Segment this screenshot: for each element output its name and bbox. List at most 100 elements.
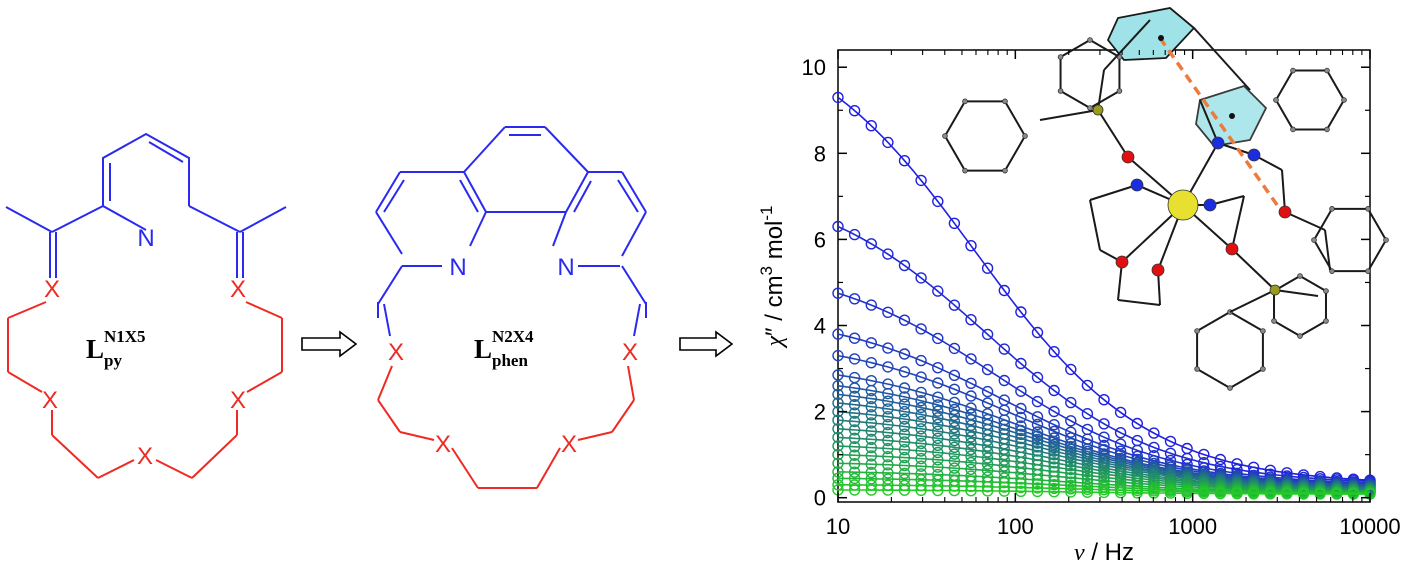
ligand2-x-atom: X [561, 431, 577, 458]
data-point [898, 366, 911, 378]
data-point [1247, 488, 1260, 500]
bond [1324, 229, 1331, 271]
data-point [915, 408, 927, 421]
metal-center-atom [1167, 189, 1199, 221]
data-point [1015, 402, 1027, 415]
data-point [898, 314, 911, 326]
ligand1-name-sup: N1X5 [104, 327, 146, 346]
data-point [832, 397, 844, 409]
data-point [965, 431, 977, 443]
data-point [832, 457, 844, 469]
data-point [981, 481, 994, 493]
data-point [1114, 473, 1127, 485]
data-point [882, 248, 894, 260]
data-point [932, 362, 944, 374]
ring-bond [1229, 368, 1264, 389]
data-point [981, 458, 994, 470]
data-point [1231, 488, 1243, 500]
data-point [1031, 395, 1044, 408]
ligand1-name-main: L [86, 334, 104, 364]
carbon-atom [1383, 237, 1389, 243]
carbon-atom [1260, 366, 1266, 372]
data-point [1148, 487, 1160, 499]
carbon-atom [1002, 167, 1008, 174]
data-point [1131, 417, 1144, 430]
data-point [1031, 433, 1044, 446]
data-point [915, 272, 927, 284]
data-point [998, 481, 1010, 493]
ring-bond [1196, 311, 1231, 332]
data-point [1048, 442, 1060, 454]
data-point [882, 403, 894, 415]
data-point [1048, 486, 1060, 498]
data-point [865, 425, 877, 437]
data-point [1264, 488, 1277, 500]
data-point [1114, 486, 1127, 499]
data-point [1065, 396, 1077, 409]
data-point [1065, 483, 1077, 495]
data-point [1031, 326, 1044, 339]
y-axis-label: χ″ / cm3 mol-1 [757, 206, 788, 349]
data-point [1065, 460, 1077, 472]
data-point [1214, 453, 1227, 466]
data-point [848, 399, 861, 411]
carbon-atom [1297, 333, 1303, 339]
carbon-atom [1365, 206, 1371, 212]
data-point [998, 485, 1010, 497]
data-point [1081, 466, 1094, 478]
data-point [915, 386, 927, 399]
ligand-py-structure: N X X X X X L N1X5 py [5, 132, 287, 479]
data-point [882, 459, 894, 471]
data-point [898, 382, 911, 394]
ring-bond [1004, 135, 1026, 172]
carbon-atom [1087, 37, 1093, 43]
data-point [1148, 427, 1160, 439]
data-point [1081, 480, 1094, 492]
ligand2-x-atom: X [435, 431, 451, 458]
ring-bond [1060, 90, 1091, 109]
data-point [832, 479, 844, 491]
ring-bond [944, 135, 966, 172]
data-point [1048, 384, 1060, 397]
data-point [1048, 475, 1060, 487]
data-point [1214, 487, 1227, 500]
data-point [1031, 482, 1044, 494]
centroid-point [1158, 35, 1164, 41]
carbon-atom [1271, 318, 1277, 324]
data-point [965, 402, 977, 414]
data-point [848, 407, 861, 419]
data-point [1098, 486, 1110, 499]
data-point [1164, 447, 1177, 459]
oxygen-atom [1151, 263, 1165, 277]
data-point [1015, 481, 1027, 494]
data-point [915, 452, 927, 465]
y-axis-prime: ″ [761, 327, 788, 336]
data-point [1048, 419, 1060, 431]
ligand2-x-atom: X [622, 339, 638, 366]
carbon-atom [1002, 98, 1008, 105]
crystal-structure-inset [942, 7, 1389, 391]
data-point [1297, 488, 1310, 500]
data-point [981, 262, 994, 274]
data-point [965, 463, 977, 475]
ligand1-x-atom: X [44, 276, 60, 303]
data-point [1164, 487, 1177, 499]
data-point [932, 332, 944, 345]
data-point [898, 473, 911, 486]
ring-bond [1367, 239, 1387, 272]
data-point [915, 468, 927, 480]
data-point [1331, 488, 1343, 500]
data-point [1065, 363, 1077, 376]
data-point [882, 442, 894, 455]
data-point [882, 387, 894, 400]
data-point [1114, 445, 1127, 457]
data-point [832, 369, 844, 381]
carbon-atom [1116, 88, 1123, 94]
bond [1193, 27, 1251, 91]
data-point [848, 458, 861, 470]
bond [1117, 299, 1161, 306]
data-point [948, 369, 961, 381]
ligand2-n-atom: N [449, 254, 466, 281]
